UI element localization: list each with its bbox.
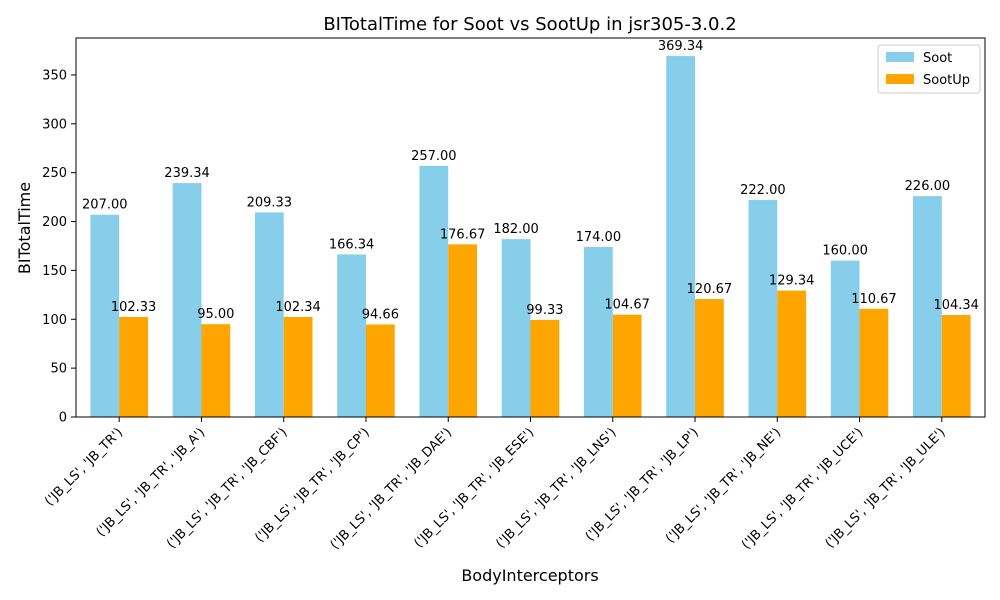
bar-label-sootup-10: 104.34 bbox=[933, 298, 979, 313]
bar-sootup-8 bbox=[777, 290, 807, 417]
bar-label-soot-3: 166.34 bbox=[329, 237, 375, 252]
bar-sootup-3 bbox=[365, 324, 395, 417]
bar-sootup-1 bbox=[201, 324, 231, 417]
bar-label-sootup-0: 102.33 bbox=[111, 300, 157, 315]
bar-soot-1 bbox=[172, 183, 202, 417]
bar-label-sootup-2: 102.34 bbox=[275, 300, 321, 315]
bar-label-soot-8: 222.00 bbox=[740, 183, 786, 198]
bar-sootup-10 bbox=[941, 315, 971, 417]
bar-soot-7 bbox=[666, 56, 696, 417]
bar-sootup-7 bbox=[695, 299, 724, 417]
bar-label-soot-7: 369.34 bbox=[658, 39, 704, 54]
bar-label-soot-4: 257.00 bbox=[411, 149, 457, 164]
bar-soot-5 bbox=[501, 239, 531, 417]
bar-soot-9 bbox=[830, 260, 860, 417]
bar-sootup-6 bbox=[612, 314, 642, 417]
bar-soot-3 bbox=[337, 254, 366, 417]
legend-label-sootup: SootUp bbox=[923, 73, 970, 88]
bar-sootup-2 bbox=[283, 316, 313, 417]
bar-sootup-0 bbox=[119, 316, 148, 417]
legend-swatch-soot bbox=[886, 52, 914, 62]
bar-sootup-4 bbox=[448, 244, 478, 417]
bar-sootup-9 bbox=[859, 308, 889, 417]
y-tick-label: 100 bbox=[42, 313, 67, 328]
bar-label-sootup-5: 99.33 bbox=[526, 303, 563, 318]
bar-label-sootup-1: 95.00 bbox=[197, 307, 234, 322]
bar-label-soot-0: 207.00 bbox=[82, 198, 128, 213]
bar-label-sootup-7: 120.67 bbox=[687, 282, 733, 297]
bar-soot-10 bbox=[913, 196, 942, 417]
bar-soot-4 bbox=[419, 165, 449, 417]
y-tick-label: 250 bbox=[42, 166, 67, 181]
bar-label-sootup-9: 110.67 bbox=[851, 292, 897, 307]
y-tick-label: 0 bbox=[59, 411, 67, 426]
bar-label-soot-6: 174.00 bbox=[576, 230, 622, 245]
bar-label-sootup-6: 104.67 bbox=[604, 298, 650, 313]
bar-sootup-5 bbox=[530, 319, 560, 417]
legend-label-soot: Soot bbox=[923, 51, 952, 66]
chart-title: BITotalTime for Soot vs SootUp in jsr305… bbox=[323, 14, 736, 35]
legend-swatch-sootup bbox=[886, 74, 914, 84]
y-tick-label: 50 bbox=[50, 362, 67, 377]
y-tick-label: 150 bbox=[42, 264, 67, 279]
x-tick-label: ('JB_LS', 'JB_TR') bbox=[42, 425, 126, 509]
bar-soot-6 bbox=[583, 246, 613, 417]
bar-label-soot-2: 209.33 bbox=[247, 195, 293, 210]
bar-soot-2 bbox=[254, 212, 284, 417]
bar-soot-8 bbox=[748, 200, 778, 417]
x-axis-label: BodyInterceptors bbox=[461, 566, 598, 585]
bar-label-sootup-4: 176.67 bbox=[440, 227, 486, 242]
y-tick-label: 200 bbox=[42, 215, 67, 230]
bar-value-labels: 207.00 239.34 209.33 166.34 257.00 182.00 174.… bbox=[82, 39, 979, 322]
y-axis-label: BITotalTime bbox=[15, 182, 34, 274]
y-tick-label: 300 bbox=[42, 117, 67, 132]
bar-label-soot-10: 226.00 bbox=[905, 179, 951, 194]
bar-label-soot-1: 239.34 bbox=[164, 166, 210, 181]
bar-soot-0 bbox=[90, 214, 120, 417]
bar-label-soot-9: 160.00 bbox=[822, 244, 868, 259]
bar-label-sootup-3: 94.66 bbox=[362, 307, 399, 322]
bar-label-sootup-8: 129.34 bbox=[769, 274, 815, 289]
y-tick-label: 350 bbox=[42, 68, 67, 83]
legend: Soot SootUp bbox=[877, 44, 981, 94]
bar-label-soot-5: 182.00 bbox=[493, 222, 539, 237]
bars-layer bbox=[90, 56, 971, 417]
